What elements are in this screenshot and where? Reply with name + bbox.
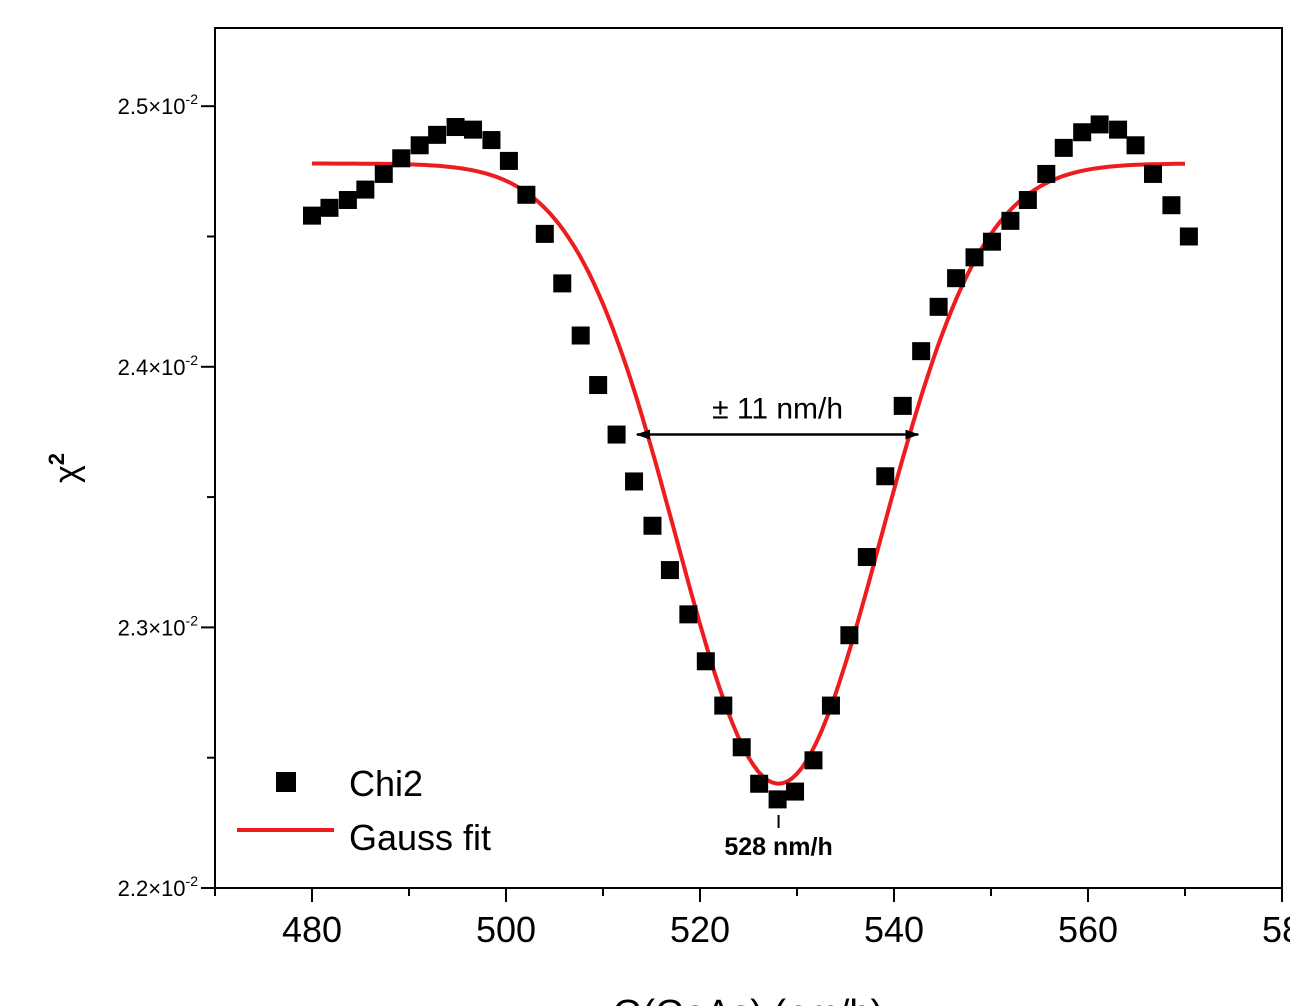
plot-frame [214, 27, 1283, 889]
chi2-point [1143, 164, 1162, 183]
y-tick-label-1: 2.3×10-2 [118, 612, 199, 640]
x-tick-label-560: 560 [1058, 909, 1118, 950]
legend-label-gauss-fit: Gauss fit [349, 817, 491, 858]
x-tick-label-520: 520 [670, 909, 730, 950]
legend-label-chi2: Chi2 [349, 763, 423, 804]
chi2-point [750, 774, 769, 793]
y-tick-label-3: 2.5×10-2 [118, 91, 199, 119]
x-axis: 480 500 520 540 560 58 [214, 888, 1290, 950]
chi2-point [589, 376, 608, 395]
chi2-point [1001, 211, 1020, 230]
x-tick-label-500: 500 [476, 909, 536, 950]
chi2-point [1162, 196, 1181, 215]
annotations: ± 11 nm/h 528 nm/h [635, 393, 920, 861]
chi2-point [840, 626, 859, 645]
chi2-point [876, 467, 895, 486]
chi2-point [499, 151, 518, 170]
x-tick-label-540: 540 [864, 909, 924, 950]
chi2-point [929, 297, 948, 316]
chi2-point [696, 652, 715, 671]
chi2-point [893, 396, 912, 415]
chi2-point [553, 274, 572, 293]
chi2-point [374, 164, 393, 183]
chi2-point [625, 472, 644, 491]
chi2-point [607, 425, 626, 444]
chi2-point [392, 149, 411, 168]
chi2-point [1090, 115, 1109, 134]
chi2-point [338, 191, 357, 209]
chi2-point [1037, 164, 1056, 183]
x-axis-title: G(GaAs) (nm/h) [613, 993, 883, 1006]
chi2-point [535, 224, 554, 243]
chi2-point [482, 131, 501, 150]
chi2-point [857, 548, 876, 567]
y-tick-label-2: 2.4×10-2 [118, 352, 199, 380]
gauss-fit-line [312, 161, 1186, 786]
chi2-point [714, 696, 733, 715]
chi2-point [660, 561, 679, 580]
chi2-point [446, 118, 465, 137]
chi2-point [679, 605, 698, 624]
chi2-point [303, 206, 321, 225]
chi2-point [571, 326, 590, 345]
chi2-point [410, 136, 429, 155]
legend-marker-chi2 [276, 772, 296, 792]
chi2-point [1054, 138, 1073, 157]
center-label: 528 nm/h [724, 833, 832, 861]
chi2-point [517, 185, 536, 204]
chi2-point [1179, 227, 1198, 246]
chi2-point [1018, 191, 1037, 209]
chi2-point [1109, 120, 1128, 139]
chi2-point [1126, 136, 1145, 155]
plot-area [303, 115, 1198, 809]
chi2-point [804, 751, 823, 770]
fwhm-label: ± 11 nm/h [712, 393, 843, 426]
y-axis-title-superscript: 2 [44, 453, 69, 465]
svg-text:χ2: χ2 [44, 453, 86, 483]
y-tick-label-0: 2.2×10-2 [118, 873, 199, 901]
legend: Chi2 Gauss fit [237, 763, 491, 858]
chi2-point [1073, 123, 1092, 142]
chi2-point [821, 696, 840, 715]
y-axis: 2.2×10-2 2.3×10-2 2.4×10-2 2.5×10-2 [118, 91, 215, 901]
chi2-point [464, 120, 483, 139]
chi2-point [428, 125, 447, 144]
chi2-point [947, 269, 966, 288]
chi2-point [320, 198, 339, 217]
chi2-point [356, 180, 375, 199]
x-tick-label-480: 480 [282, 909, 342, 950]
chi2-point [982, 232, 1001, 251]
chi2-point [965, 248, 984, 267]
chi2-point [912, 342, 931, 361]
chi2-point [643, 516, 662, 535]
chi2-point [786, 782, 805, 801]
chi2-point [732, 738, 751, 757]
y-axis-title-symbol: χ [48, 465, 86, 483]
y-axis-title: χ2 [44, 453, 86, 483]
chi2-point [768, 790, 787, 809]
x-tick-label-580: 58 [1262, 909, 1290, 950]
